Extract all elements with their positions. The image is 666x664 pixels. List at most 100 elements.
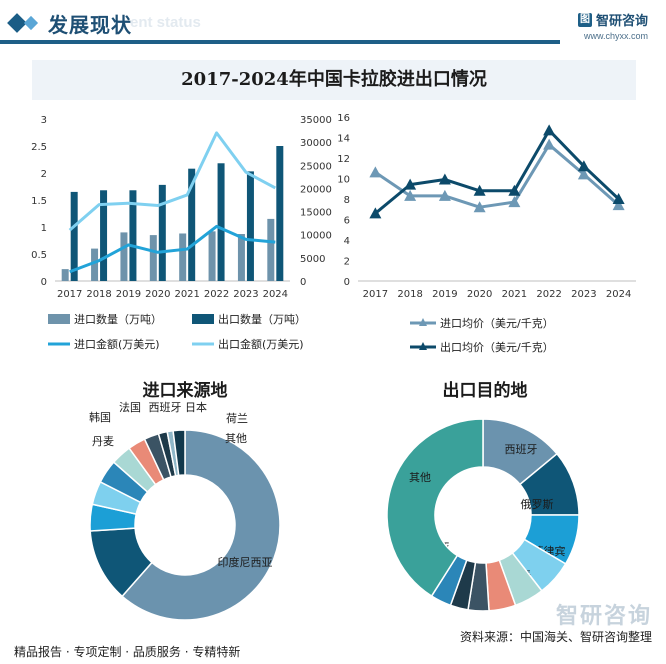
legend-label: 出口均价（美元/千克） [440, 340, 554, 354]
x-tick-label: 2021 [174, 289, 199, 300]
slice-label: 印度尼西亚 [218, 555, 273, 569]
slice-label: 其他 [225, 432, 247, 445]
x-tick-label: 2023 [571, 289, 596, 300]
price-marker [404, 189, 417, 201]
price-marker [473, 184, 486, 196]
line-export-value [68, 131, 277, 232]
price-marker [612, 193, 625, 204]
chart-title: 2017-2024年中国卡拉胶进出口情况 [181, 69, 487, 90]
slice-label: 西班牙 [149, 401, 182, 414]
quantity-value-chart: 0 0.5 1 1.5 2 2.5 3 0 5000 10000 15000 20000 25000 30… [31, 115, 332, 351]
legend-label: 出口数量（万吨） [218, 312, 306, 326]
price-marker [543, 138, 556, 150]
slice-label: 韩国 [89, 410, 111, 424]
diamond-icon [23, 15, 39, 31]
x-tick-label: 2018 [397, 289, 422, 300]
bar-export-quantity [100, 190, 108, 281]
import-source-title: 进口来源地 [142, 381, 228, 401]
price-marker [577, 168, 590, 180]
y-right-tick-label: 35000 [300, 115, 332, 126]
bar-import-quantity [91, 248, 99, 281]
y-left-tick-label: 0.5 [31, 250, 47, 261]
y-tick-label: 10 [337, 175, 350, 186]
y-right-tick-label: 10000 [300, 231, 332, 242]
footer-brand: 智研咨询 [555, 604, 652, 629]
y-tick-label: 14 [337, 134, 350, 145]
bar-export-quantity [246, 171, 254, 281]
footer-slogan: 精品报告 · 专项定制 · 品质服务 · 专精特新 [14, 645, 241, 659]
logo-icon: 图 [577, 12, 592, 27]
import-source-donut: 印度尼西亚美国智利菲律宾丹麦韩国法国西班牙日本荷兰其他 [89, 400, 281, 621]
slice-label: 丹麦 [92, 435, 114, 448]
donut-slice [386, 418, 484, 598]
bar-export-quantity [129, 190, 137, 281]
y-tick-label: 4 [344, 236, 350, 247]
slice-label: 其他 [409, 471, 431, 484]
export-destination-title: 出口目的地 [442, 381, 528, 401]
line-import-price [374, 143, 620, 209]
legend-label: 进口金额(万美元) [74, 337, 160, 351]
y-right-tick-label: 25000 [300, 161, 332, 172]
price-marker [473, 201, 486, 213]
bar-export-quantity [188, 168, 196, 281]
y-left-tick-label: 3 [41, 115, 47, 126]
y-right-tick-label: 15000 [300, 208, 332, 219]
brand-name: 智研咨询 [595, 14, 648, 29]
bar-export-quantity [217, 163, 225, 281]
y-right-tick-label: 20000 [300, 184, 332, 195]
slice-label: 法国 [119, 400, 141, 414]
brand-url: www.chyxx.com [583, 31, 648, 41]
price-marker [369, 207, 382, 219]
donut-slice [121, 429, 281, 621]
x-tick-label: 2020 [467, 289, 492, 300]
price-marker [508, 184, 521, 196]
x-tick-label: 2018 [86, 289, 111, 300]
bar-import-quantity [267, 218, 275, 281]
bar-export-quantity [158, 184, 166, 281]
line-export-price [374, 128, 620, 215]
y-right-tick-label: 0 [300, 277, 306, 288]
bar-export-quantity [70, 191, 78, 281]
page-title: 发展现状 [48, 12, 132, 37]
bar-import-quantity [237, 234, 245, 281]
x-tick-label: 2021 [502, 289, 527, 300]
slice-label: 荷兰 [226, 412, 248, 425]
bar-import-quantity [208, 231, 216, 281]
price-marker [577, 160, 590, 172]
bar-import-quantity [179, 233, 187, 281]
slice-label: 日本 [185, 400, 207, 414]
source-note: 资料来源：中国海关、智研咨询整理 [459, 630, 652, 644]
x-tick-label: 2023 [233, 289, 258, 300]
line-import-value [69, 224, 276, 274]
x-tick-label: 2020 [145, 289, 170, 300]
x-tick-label: 2022 [204, 289, 229, 300]
y-left-tick-label: 2.5 [31, 142, 47, 153]
price-marker [508, 196, 521, 208]
y-left-tick-label: 1.5 [31, 196, 47, 207]
price-marker [438, 189, 451, 201]
x-tick-label: 2024 [263, 289, 288, 300]
y-left-tick-label: 0 [41, 277, 47, 288]
bar-export-quantity [276, 146, 284, 281]
export-destination-donut: 西班牙俄罗斯菲律宾丹麦德国智利法国美国印度尼西亚其他 [386, 418, 580, 612]
bar-import-quantity [120, 232, 128, 281]
price-marker [438, 173, 451, 185]
x-tick-label: 2017 [363, 289, 388, 300]
legend-label: 进口数量（万吨） [74, 313, 162, 326]
brand-logo: 图 智研咨询 [577, 10, 648, 29]
page-header: 发展现状 [7, 6, 132, 40]
price-marker [369, 166, 382, 178]
bar-import-quantity [149, 235, 157, 281]
y-left-tick-label: 2 [41, 169, 47, 180]
slice-label: 西班牙 [505, 443, 538, 456]
y-tick-label: 6 [344, 216, 350, 227]
legend-label: 进口均价（美元/千克） [440, 317, 554, 330]
y-tick-label: 0 [344, 277, 350, 288]
y-tick-label: 2 [344, 257, 350, 268]
brand-block: 图 智研咨询 www.chyxx.com [577, 10, 648, 41]
x-tick-label: 2024 [606, 289, 631, 300]
x-tick-label: 2019 [116, 289, 141, 300]
price-marker [543, 124, 556, 136]
x-tick-label: 2022 [536, 289, 561, 300]
y-right-tick-label: 5000 [300, 254, 325, 265]
